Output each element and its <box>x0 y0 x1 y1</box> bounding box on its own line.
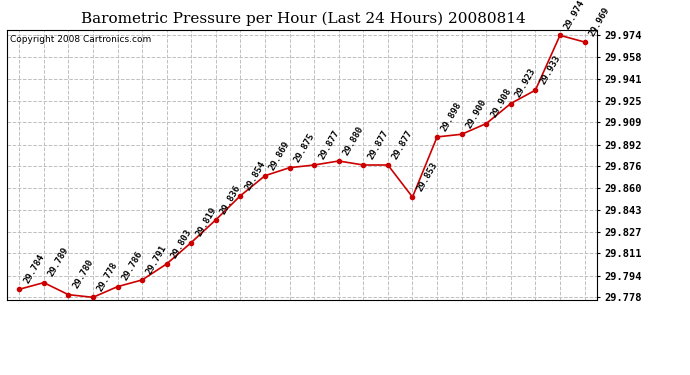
Text: Barometric Pressure per Hour (Last 24 Hours) 20080814: Barometric Pressure per Hour (Last 24 Ho… <box>81 11 526 26</box>
Text: 01:00: 01:00 <box>39 325 49 354</box>
Text: 29.803: 29.803 <box>170 227 193 260</box>
Text: 03:00: 03:00 <box>88 325 98 354</box>
Text: 29.898: 29.898 <box>440 100 464 133</box>
Text: 15:00: 15:00 <box>383 325 393 354</box>
Text: 29.791: 29.791 <box>145 243 169 276</box>
Text: 29.854: 29.854 <box>243 159 267 192</box>
Text: 12:00: 12:00 <box>309 325 319 354</box>
Text: 29.974: 29.974 <box>563 0 586 31</box>
Text: 20:00: 20:00 <box>506 325 516 354</box>
Text: 29.933: 29.933 <box>538 54 562 86</box>
Text: 29.877: 29.877 <box>317 128 341 161</box>
Text: Copyright 2008 Cartronics.com: Copyright 2008 Cartronics.com <box>10 35 151 44</box>
Text: 29.853: 29.853 <box>415 160 440 193</box>
Text: 19:00: 19:00 <box>481 325 491 354</box>
Text: 08:00: 08:00 <box>211 325 221 354</box>
Text: 21:00: 21:00 <box>531 325 540 354</box>
Text: 29.877: 29.877 <box>366 128 390 161</box>
Text: 29.877: 29.877 <box>391 128 415 161</box>
Text: 29.836: 29.836 <box>219 183 243 216</box>
Text: 13:00: 13:00 <box>334 325 344 354</box>
Text: 11:00: 11:00 <box>284 325 295 354</box>
Text: 29.900: 29.900 <box>464 98 489 130</box>
Text: 29.786: 29.786 <box>120 250 144 282</box>
Text: 29.923: 29.923 <box>513 67 538 99</box>
Text: 29.778: 29.778 <box>96 261 119 293</box>
Text: 29.780: 29.780 <box>71 258 95 291</box>
Text: 06:00: 06:00 <box>161 325 172 354</box>
Text: 29.869: 29.869 <box>268 139 292 171</box>
Text: 29.880: 29.880 <box>342 124 366 157</box>
Text: 04:00: 04:00 <box>112 325 123 354</box>
Text: 14:00: 14:00 <box>358 325 368 354</box>
Text: 10:00: 10:00 <box>260 325 270 354</box>
Text: 29.969: 29.969 <box>587 5 611 38</box>
Text: 02:00: 02:00 <box>63 325 73 354</box>
Text: 09:00: 09:00 <box>235 325 246 354</box>
Text: 23:00: 23:00 <box>580 325 589 354</box>
Text: 29.789: 29.789 <box>46 246 70 279</box>
Text: 29.784: 29.784 <box>22 253 46 285</box>
Text: 18:00: 18:00 <box>457 325 466 354</box>
Text: 05:00: 05:00 <box>137 325 147 354</box>
Text: 29.819: 29.819 <box>194 206 218 238</box>
Text: 07:00: 07:00 <box>186 325 196 354</box>
Text: 16:00: 16:00 <box>408 325 417 354</box>
Text: 22:00: 22:00 <box>555 325 565 354</box>
Text: 00:00: 00:00 <box>14 325 24 354</box>
Text: 29.908: 29.908 <box>489 87 513 119</box>
Text: 29.875: 29.875 <box>293 131 316 164</box>
Text: 17:00: 17:00 <box>432 325 442 354</box>
